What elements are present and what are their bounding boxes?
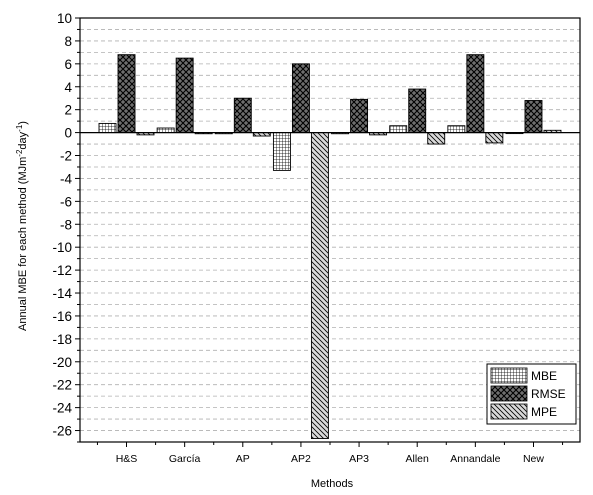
bar-mbe xyxy=(156,127,175,134)
bar-mbe xyxy=(389,125,408,134)
x-tick-label: García xyxy=(169,453,201,465)
y-tick-label: 2 xyxy=(64,103,72,118)
y-tick-label: -8 xyxy=(60,217,72,232)
legend-swatch-mbe xyxy=(490,367,528,384)
y-tick-label: 6 xyxy=(64,57,72,72)
bar-rmse xyxy=(233,97,252,134)
y-tick-label: -20 xyxy=(52,355,72,370)
x-tick-label: H&S xyxy=(116,453,138,465)
y-tick-label: -12 xyxy=(52,263,72,278)
legend-label-mbe: MBE xyxy=(531,369,557,383)
bar-rmse xyxy=(524,100,543,134)
x-tick-label: AP3 xyxy=(349,453,369,465)
bar-rmse xyxy=(117,54,136,134)
bar-rmse xyxy=(466,54,485,134)
x-tick-label: Allen xyxy=(406,453,430,465)
axes xyxy=(75,17,581,447)
bar-rmse xyxy=(291,63,310,134)
bar-mbe xyxy=(272,132,291,171)
y-tick-label: -26 xyxy=(52,424,72,439)
y-tick-label: -10 xyxy=(52,240,72,255)
legend-swatch-mpe xyxy=(490,403,528,420)
legend: MBE RMSE MPE xyxy=(486,363,577,425)
y-tick-label: 10 xyxy=(57,11,72,26)
y-axis-title: Annual MBE for each method (MJm-2day-1) xyxy=(15,121,29,331)
y-tick-label: 0 xyxy=(64,126,72,141)
legend-label-mpe: MPE xyxy=(531,405,557,419)
y-tick-label: -16 xyxy=(52,309,72,324)
y-tick-label: 8 xyxy=(64,34,72,49)
bar-rmse xyxy=(408,88,427,134)
x-tick-label: AP2 xyxy=(291,453,311,465)
x-axis-title: Methods xyxy=(311,478,354,490)
bar-mbe xyxy=(98,122,117,134)
y-axis-title-mid: day xyxy=(17,131,29,149)
y-tick-label: -22 xyxy=(52,378,72,393)
bar-rmse xyxy=(350,98,369,134)
bar-mpe xyxy=(427,132,446,145)
bar-mpe xyxy=(485,132,504,144)
bar-mpe xyxy=(310,132,329,440)
y-tick-label: -14 xyxy=(52,286,72,301)
x-tick-label: New xyxy=(523,453,544,465)
y-axis-title-sup2: -1 xyxy=(15,124,24,132)
y-axis-title-end: ) xyxy=(17,121,29,125)
y-axis-title-main: Annual MBE for each method (MJm xyxy=(17,157,29,331)
y-tick-label: -6 xyxy=(60,194,72,209)
bar-mbe xyxy=(447,125,466,134)
plot-frame xyxy=(79,17,581,443)
y-tick-label: -2 xyxy=(60,149,72,164)
tick-labels: 10 8 6 4 2 0 -2 -4 -6 -8 -10 -12 -14 -16 -18 -20 -22 -24 -… xyxy=(52,11,544,465)
y-tick-label: 4 xyxy=(64,80,72,95)
legend-swatch-rmse xyxy=(490,385,528,402)
y-tick-label: -18 xyxy=(52,332,72,347)
bar-rmse xyxy=(175,57,194,134)
y-tick-label: -24 xyxy=(52,401,72,416)
y-tick-label: -4 xyxy=(60,171,72,186)
x-tick-label: AP xyxy=(236,453,250,465)
legend-label-rmse: RMSE xyxy=(531,387,566,401)
x-tick-label: Annandale xyxy=(450,453,500,465)
y-axis-title-sup1: -2 xyxy=(15,149,24,157)
